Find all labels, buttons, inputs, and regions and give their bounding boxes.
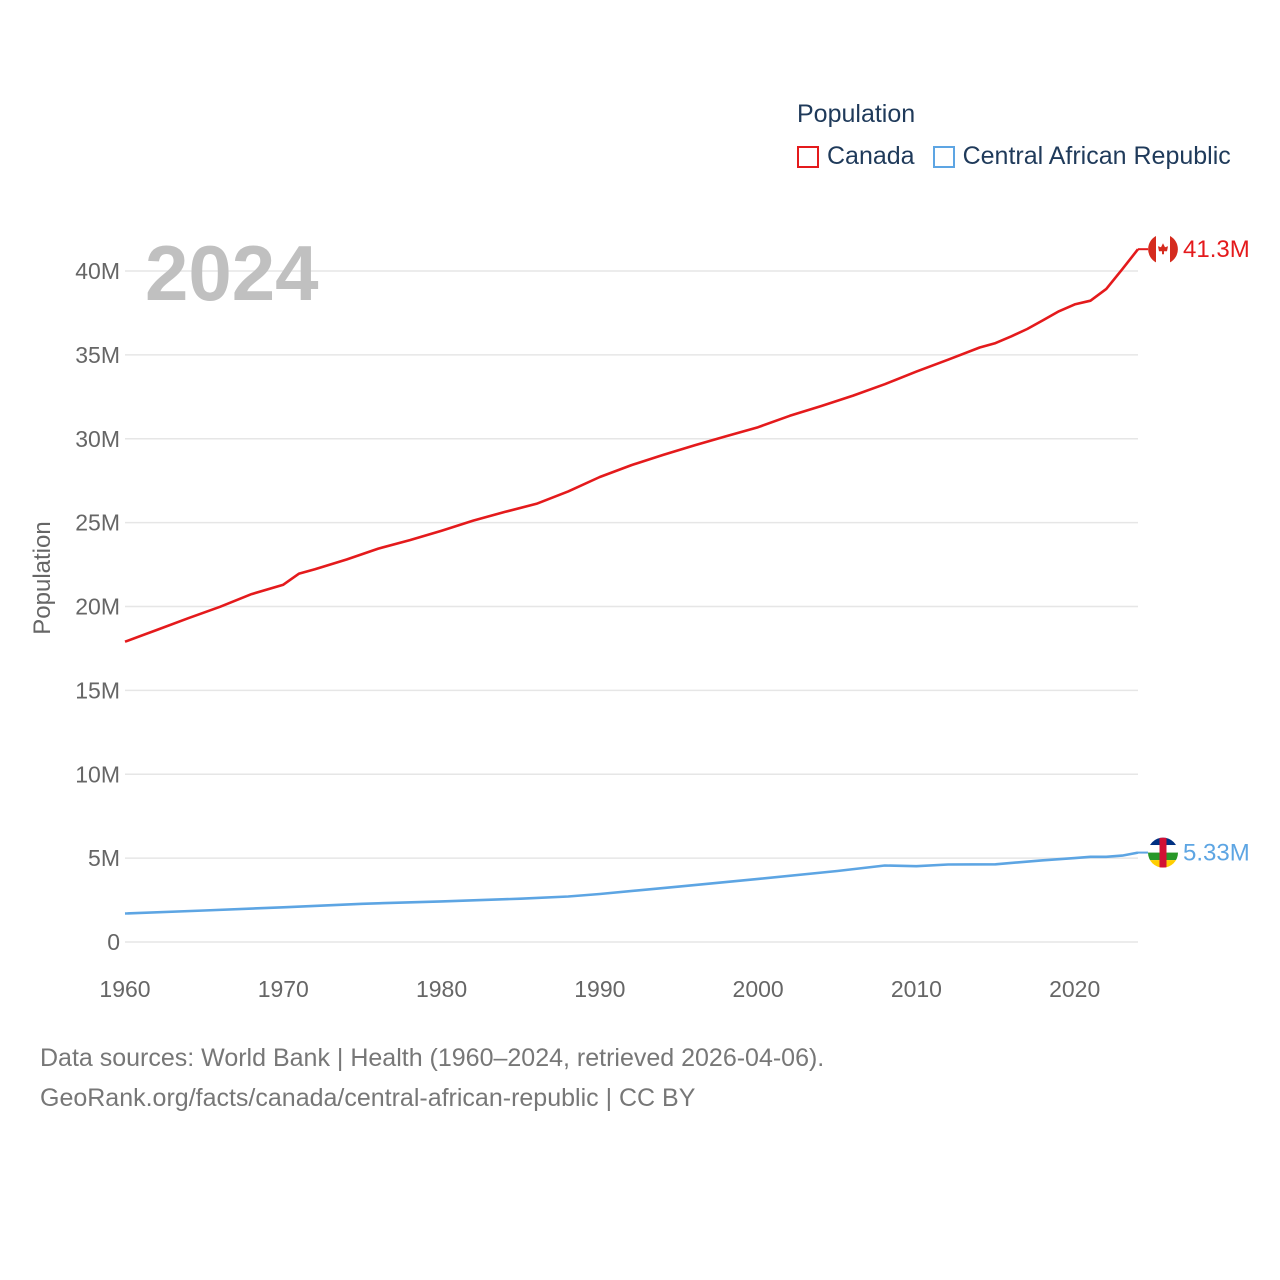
flag-band-left [1148,235,1156,263]
y-tick-label: 40M [75,258,120,284]
flag-center-band [1159,837,1167,868]
end-value-label-central-african-republic: 5.33M [1183,840,1250,867]
end-markers: 41.3M 5.33M [1138,234,1250,868]
footer-link[interactable]: GeoRank.org/facts/canada/central-african… [40,1084,696,1112]
y-axis-ticks: 0 5M 10M 15M 20M 25M 30M 35M 40M [75,258,120,955]
footer-sources: Data sources: World Bank | Health (1960–… [40,1044,825,1072]
legend-label-central-african-republic: Central African Republic [962,142,1231,170]
x-tick-label: 2010 [891,976,942,1002]
y-tick-label: 5M [88,845,120,871]
y-tick-label: 10M [75,761,120,787]
y-tick-label: 25M [75,510,120,536]
flag-stripes [1148,837,1178,868]
y-tick-label: 15M [75,677,120,703]
year-watermark: 2024 [145,229,319,317]
x-axis-ticks: 1960 1970 1980 1990 2000 2010 2020 [99,976,1100,1002]
flag-icon-canada [1148,234,1178,265]
y-tick-label: 0 [107,929,120,955]
end-value-label-canada: 41.3M [1183,236,1250,263]
series-line-central-african-republic [124,851,1139,915]
x-tick-label: 1960 [99,976,150,1002]
y-tick-label: 20M [75,594,120,620]
grid-lines [125,270,1138,943]
flag-icon-central-african-republic [1148,837,1178,868]
x-tick-label: 1970 [258,976,309,1002]
legend-label-canada: Canada [827,142,915,170]
legend: Canada Central African Republic [797,142,1249,171]
legend-item-central-african-republic[interactable]: Central African Republic [932,142,1231,171]
y-axis-label: Population [29,521,56,634]
series-line-canada [124,248,1140,643]
flag-band-right [1170,235,1178,263]
x-tick-label: 1980 [416,976,467,1002]
legend-item-canada[interactable]: Canada [797,142,915,171]
y-tick-label: 35M [75,342,120,368]
maple-leaf-icon [1158,243,1168,255]
legend-title: Population [797,100,916,128]
y-tick-label: 30M [75,426,120,452]
series-lines [124,248,1140,915]
x-tick-label: 2000 [733,976,784,1002]
legend-swatch-canada [797,145,819,168]
legend-swatch-central-african-republic [932,145,955,168]
x-tick-label: 2020 [1049,976,1100,1002]
x-tick-label: 1990 [574,976,625,1002]
